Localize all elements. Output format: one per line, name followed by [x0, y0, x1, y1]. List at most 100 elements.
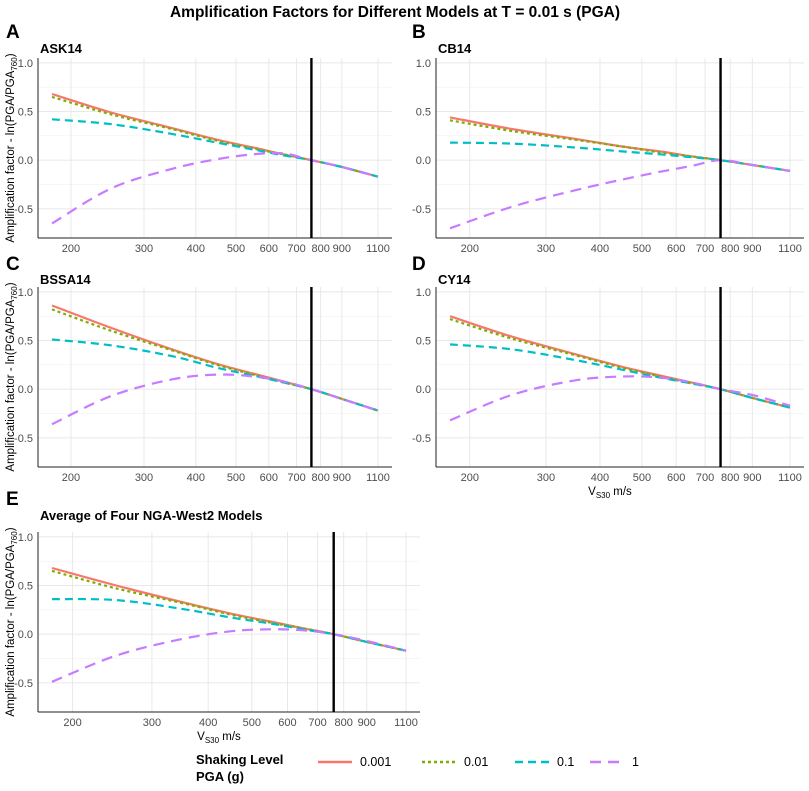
y-tick-label: 0.5 [18, 581, 33, 593]
y-tick-label: 1.0 [416, 58, 431, 70]
x-tick-label: 600 [260, 472, 278, 484]
x-tick-label: 200 [62, 472, 80, 484]
y-tick-label: 1.0 [18, 58, 33, 70]
x-tick-label: 400 [199, 717, 217, 729]
x-tick-label: 300 [537, 243, 555, 255]
x-axis-title: VS30 m/s [197, 731, 241, 745]
panel-letter: A [6, 22, 20, 43]
x-tick-label: 800 [311, 472, 329, 484]
series-line-0.1 [51, 118, 379, 178]
panel-letter: D [412, 254, 426, 275]
series-line-0.1 [51, 597, 407, 652]
series-line-1 [51, 373, 379, 426]
x-axis-title: VS30 m/s [588, 486, 632, 500]
series-line-0.01 [51, 569, 407, 652]
x-tick-label: 900 [743, 243, 761, 255]
panel-a: A ASK14 1.0 0.5 0.0 -0.5 200 300 400 500 600 700 800… [5, 22, 392, 255]
x-tick-label: 700 [287, 243, 305, 255]
y-tick-label: -0.5 [14, 678, 33, 690]
x-tick-label: 900 [333, 472, 351, 484]
series-line-0.1 [449, 141, 791, 172]
x-tick-label: 800 [721, 243, 739, 255]
x-tick-label: 200 [461, 472, 479, 484]
series-line-0.01 [51, 308, 379, 412]
panels-group: A ASK14 1.0 0.5 0.0 -0.5 200 300 400 500 600 700 800… [5, 22, 804, 745]
legend-title-line1: Shaking Level [196, 752, 283, 767]
y-tick-label: 1.0 [18, 287, 33, 299]
x-tick-label: 300 [135, 243, 153, 255]
x-tick-label: 900 [333, 243, 351, 255]
y-tick-label: 0.0 [18, 155, 33, 167]
x-tick-label: 700 [308, 717, 326, 729]
x-tick-label: 300 [537, 472, 555, 484]
x-tick-label: 700 [696, 472, 714, 484]
x-tick-label: 500 [633, 243, 651, 255]
y-tick-label: 0.0 [416, 155, 431, 167]
x-tick-label: 800 [335, 717, 353, 729]
figure-title: Amplification Factors for Different Mode… [170, 4, 620, 21]
x-tick-label: 300 [143, 717, 161, 729]
x-tick-label: 600 [278, 717, 296, 729]
x-tick-label: 400 [591, 472, 609, 484]
series-line-1 [449, 159, 791, 230]
x-tick-label: 500 [227, 243, 245, 255]
y-tick-label: 0.5 [416, 107, 431, 119]
y-tick-label: 0.5 [416, 336, 431, 348]
x-tick-label: 400 [187, 243, 205, 255]
x-tick-label: 500 [243, 717, 261, 729]
x-tick-label: 700 [287, 472, 305, 484]
legend-label-0.001: 0.001 [360, 755, 391, 769]
legend: Shaking Level PGA (g) 0.001 0.01 0.1 1 [196, 752, 639, 784]
panel-e: E Average of Four NGA-West2 Models 1.0 0.5 0… [5, 489, 420, 745]
y-tick-label: -0.5 [412, 433, 431, 445]
y-axis-title: Amplification factor - ln(PGA/PGA760) [5, 527, 19, 716]
x-tick-label: 800 [721, 472, 739, 484]
panel-d: D CY14 1.0 0.5 0.0 -0.5 200 300 400 500 600 700 800 9… [412, 254, 804, 500]
x-tick-label: 900 [358, 717, 376, 729]
x-tick-label: 400 [187, 472, 205, 484]
x-tick-label: 200 [461, 243, 479, 255]
legend-title-line2: PGA (g) [196, 769, 244, 784]
y-tick-label: 1.0 [18, 532, 33, 544]
series-line-1 [51, 628, 407, 683]
y-tick-label: 0.5 [18, 336, 33, 348]
x-tick-label: 600 [260, 243, 278, 255]
y-tick-label: -0.5 [14, 433, 33, 445]
y-tick-label: 1.0 [416, 287, 431, 299]
x-tick-label: 1100 [366, 472, 390, 484]
series-line-1 [449, 375, 791, 422]
y-tick-label: 0.5 [18, 107, 33, 119]
panel-b: B CB14 1.0 0.5 0.0 -0.5 200 300 400 500 600 700 800 9… [412, 22, 804, 255]
x-tick-label: 500 [227, 472, 245, 484]
x-tick-label: 400 [591, 243, 609, 255]
panel-title: Average of Four NGA-West2 Models [40, 508, 262, 523]
y-tick-label: -0.5 [412, 204, 431, 216]
panel-letter: E [6, 489, 19, 510]
x-tick-label: 600 [667, 243, 685, 255]
panel-title: CB14 [438, 41, 472, 56]
x-tick-label: 600 [667, 472, 685, 484]
x-tick-label: 1100 [394, 717, 418, 729]
x-tick-label: 1100 [366, 243, 390, 255]
panel-title: CY14 [438, 272, 471, 287]
y-axis-title: Amplification factor - ln(PGA/PGA760) [5, 282, 19, 471]
legend-label-1: 1 [632, 755, 639, 769]
panel-title: BSSA14 [40, 272, 91, 287]
x-tick-label: 1100 [778, 243, 802, 255]
panel-title: ASK14 [40, 41, 83, 56]
x-tick-label: 500 [633, 472, 651, 484]
panel-letter: C [6, 254, 20, 275]
panel-letter: B [412, 22, 426, 43]
x-tick-label: 900 [743, 472, 761, 484]
y-tick-label: -0.5 [14, 204, 33, 216]
x-tick-label: 700 [696, 243, 714, 255]
series-line-1 [51, 151, 379, 225]
x-tick-label: 200 [62, 243, 80, 255]
y-axis-title: Amplification factor - ln(PGA/PGA760) [5, 53, 19, 242]
x-tick-label: 200 [63, 717, 81, 729]
legend-label-0.01: 0.01 [464, 755, 488, 769]
y-tick-label: 0.0 [416, 384, 431, 396]
x-tick-label: 300 [135, 472, 153, 484]
x-tick-label: 800 [311, 243, 329, 255]
